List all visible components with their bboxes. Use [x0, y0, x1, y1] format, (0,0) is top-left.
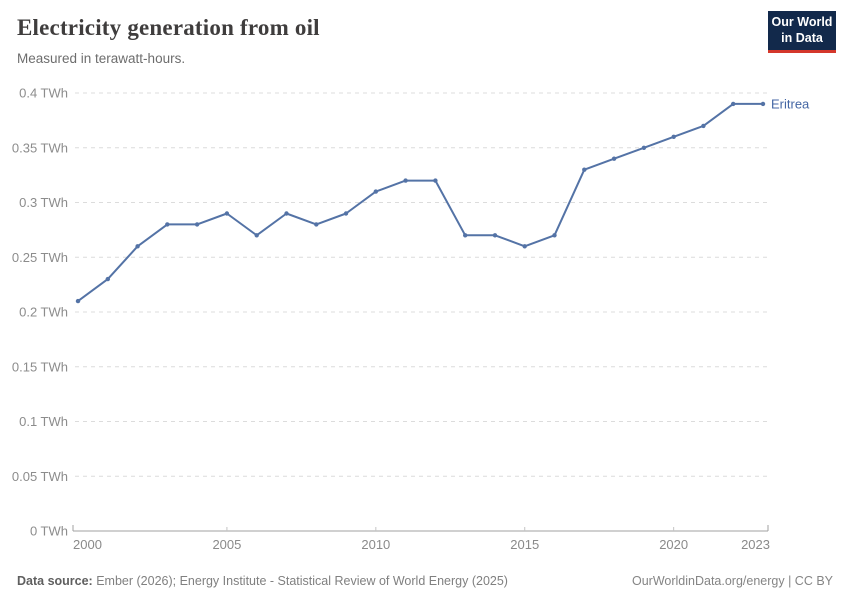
data-point[interactable] [105, 276, 111, 282]
data-point[interactable] [463, 233, 468, 238]
data-point[interactable] [731, 101, 736, 107]
data-point[interactable] [760, 101, 766, 107]
owid-logo[interactable]: Our World in Data [768, 11, 836, 53]
data-point[interactable] [522, 244, 527, 249]
data-point[interactable] [224, 211, 230, 216]
data-point[interactable] [343, 211, 349, 216]
data-source-text: Ember (2026); Energy Institute - Statist… [92, 574, 508, 588]
y-axis-tick-label: 0.4 TWh [19, 86, 68, 101]
y-axis-tick-label: 0.25 TWh [12, 250, 68, 265]
y-axis-tick-label: 0.05 TWh [12, 469, 68, 484]
entity-label-eritrea[interactable]: Eritrea [771, 96, 810, 111]
page-subtitle: Measured in terawatt-hours. [17, 51, 186, 66]
data-point[interactable] [314, 222, 319, 227]
x-axis-tick-label: 2000 [73, 537, 102, 552]
data-point[interactable] [403, 178, 408, 183]
data-point[interactable] [433, 178, 438, 183]
y-axis-tick-label: 0.1 TWh [19, 414, 68, 429]
data-point[interactable] [284, 211, 289, 216]
page-title: Electricity generation from oil [17, 15, 320, 40]
data-point[interactable] [194, 222, 200, 227]
data-source-label: Data source: [17, 574, 93, 588]
owid-logo-line2: in Data [781, 31, 823, 45]
data-source-note: Data source: Ember (2026); Energy Instit… [17, 574, 508, 588]
data-point[interactable] [582, 167, 587, 172]
data-point[interactable] [165, 222, 170, 227]
x-axis-tick-label: 2010 [361, 537, 390, 552]
data-point[interactable] [611, 156, 617, 161]
data-point[interactable] [641, 145, 647, 150]
data-point[interactable] [671, 134, 676, 139]
y-axis-tick-label: 0.3 TWh [19, 195, 68, 210]
data-line-eritrea[interactable] [77, 102, 764, 303]
y-axis-tick-label: 0.15 TWh [12, 359, 68, 374]
owid-logo-line1: Our World [771, 15, 833, 29]
y-axis-tick-label: 0.2 TWh [19, 305, 68, 320]
chart-footer: Data source: Ember (2026); Energy Instit… [17, 574, 833, 588]
x-axis-tick-label: 2015 [510, 537, 539, 552]
y-axis-tick-label: 0 TWh [30, 524, 68, 539]
owid-attribution-link[interactable]: OurWorldinData.org/energy | CC BY [631, 574, 833, 588]
data-point[interactable] [135, 244, 140, 249]
data-point[interactable] [552, 233, 557, 238]
data-point[interactable] [75, 298, 81, 304]
data-point[interactable] [701, 123, 706, 129]
y-axis-tick-label: 0.35 TWh [12, 140, 68, 155]
x-axis-tick-label: 2023 [741, 537, 770, 552]
data-point[interactable] [373, 189, 378, 194]
x-axis-tick-label: 2005 [212, 537, 241, 552]
data-point[interactable] [492, 233, 498, 238]
data-point[interactable] [254, 233, 259, 238]
x-axis-tick-label: 2020 [659, 537, 688, 552]
